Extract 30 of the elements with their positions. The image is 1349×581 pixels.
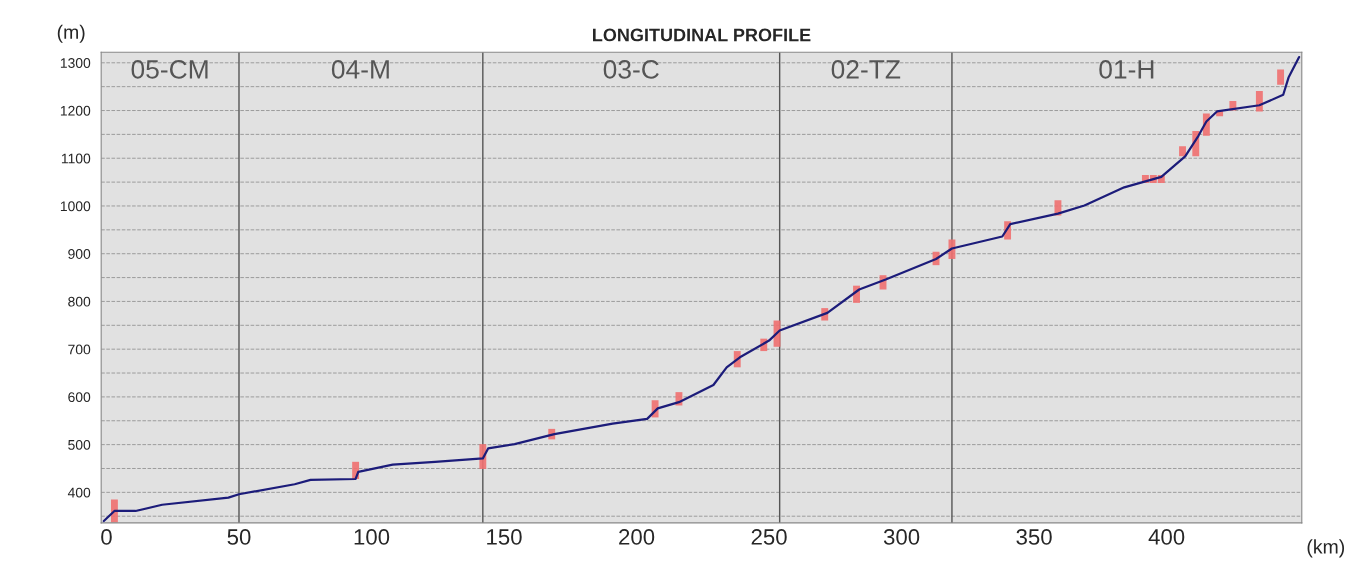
annotation: 05-CM (131, 60, 208, 79)
y-tick-label: 800 (68, 296, 91, 307)
x-tick-label: 300 (883, 529, 920, 545)
x-tick-label: 350 (1016, 529, 1052, 545)
x-tick-label: 100 (354, 529, 390, 545)
x-tick-label: 200 (619, 529, 655, 545)
y-tick-label: 1000 (60, 201, 91, 212)
annotation: 02-TZ (831, 60, 901, 79)
y-tick-label: 900 (68, 249, 91, 259)
annotation: 03-C (603, 60, 659, 79)
line-series (102, 55, 1301, 523)
chart-title: LONGITUDINAL PROFILE (593, 28, 811, 42)
x-tick-label: 50 (227, 529, 251, 545)
x-axis-title: (km) (1307, 539, 1345, 558)
y-tick-label: 1300 (60, 58, 91, 68)
bar (1179, 146, 1186, 157)
annotation: 04-M (331, 60, 389, 79)
annotation: 01-H (1099, 60, 1154, 79)
y-tick-label: 1200 (60, 105, 91, 116)
x-tick-label: 150 (487, 529, 522, 545)
x-tick-label: 400 (1148, 529, 1185, 545)
y-tick-label: 700 (68, 344, 91, 355)
y-tick-label: 400 (67, 487, 91, 498)
y-axis-title: (m) (57, 24, 85, 43)
y-tick-label: 500 (68, 439, 91, 450)
x-tick-label: 0 (101, 529, 112, 545)
y-tick-label: 600 (68, 392, 91, 403)
x-tick-label: 250 (751, 529, 787, 545)
y-tick-label: 1100 (61, 153, 91, 164)
bar (1277, 69, 1285, 85)
